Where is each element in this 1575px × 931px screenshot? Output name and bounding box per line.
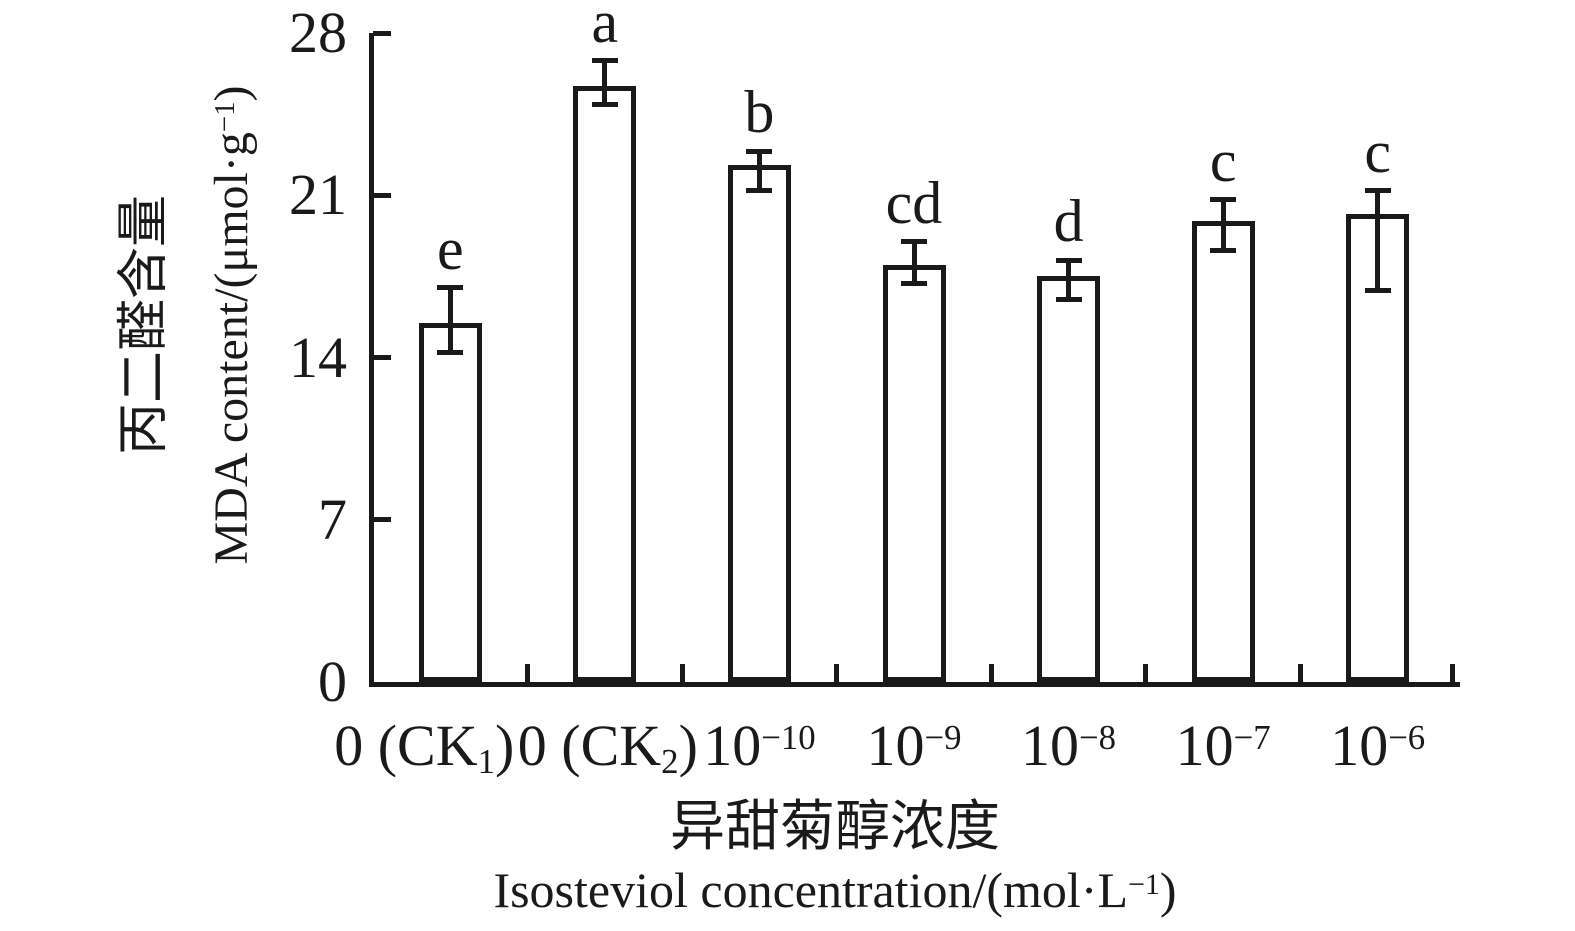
- x-axis-title: 异甜菊醇浓度 Isosteviol concentration/(mol·L−1…: [335, 796, 1335, 922]
- bar: [573, 86, 637, 682]
- error-bar: [911, 241, 917, 284]
- y-tick: [373, 355, 391, 360]
- x-category-label: 10−9: [866, 713, 962, 778]
- bar: [727, 164, 791, 682]
- error-bar-cap: [1055, 297, 1082, 303]
- error-bar-cap: [437, 285, 464, 291]
- bar: [1191, 220, 1255, 682]
- error-bar-cap: [1210, 248, 1237, 254]
- y-axis-line: [369, 33, 374, 687]
- error-bar: [447, 287, 453, 353]
- x-tick: [1143, 664, 1149, 682]
- error-bar-cap: [1055, 257, 1082, 263]
- error-bar: [1220, 199, 1226, 251]
- x-tick: [679, 664, 685, 682]
- bar: [882, 264, 946, 682]
- y-tick-label: 7: [318, 486, 347, 552]
- x-category-label: 10−7: [1175, 713, 1271, 778]
- error-bar: [756, 151, 762, 191]
- x-category-label: 10−6: [1330, 713, 1426, 778]
- y-tick-label: 21: [289, 162, 347, 228]
- x-category-label: 10−8: [1021, 713, 1117, 778]
- significance-letter: c: [1364, 118, 1392, 185]
- x-tick: [1450, 664, 1455, 682]
- x-category-label: 0 (CK1): [334, 713, 515, 781]
- x-axis-title-en: Isosteviol concentration/(mol·L−1): [493, 862, 1177, 918]
- error-bar-cap: [437, 350, 464, 356]
- significance-letter: b: [744, 79, 775, 146]
- error-bar-cap: [1364, 188, 1391, 194]
- bar: [418, 322, 482, 682]
- bar: [1346, 213, 1410, 682]
- error-bar-cap: [1210, 197, 1237, 203]
- error-bar-cap: [746, 148, 773, 154]
- significance-letter: d: [1053, 188, 1084, 255]
- x-tick: [988, 664, 994, 682]
- error-bar-cap: [591, 58, 618, 64]
- error-bar-cap: [901, 280, 927, 286]
- significance-letter: e: [436, 215, 464, 282]
- significance-letter: a: [591, 0, 619, 55]
- significance-letter: cd: [885, 169, 943, 236]
- y-tick-label: 28: [289, 0, 347, 65]
- x-tick: [525, 664, 531, 682]
- y-tick: [373, 30, 391, 36]
- x-category-label: 10−10: [703, 713, 816, 778]
- error-bar-cap: [901, 239, 927, 245]
- y-tick-label: 14: [289, 324, 347, 390]
- y-tick-label: 0: [318, 649, 347, 714]
- x-category-label: 0 (CK2): [517, 713, 698, 781]
- error-bar-cap: [591, 102, 618, 108]
- error-bar: [1375, 190, 1381, 291]
- y-tick: [373, 192, 391, 198]
- plot-area: e a b cd d c c: [373, 0, 1455, 682]
- x-axis-title-zh: 异甜菊醇浓度: [669, 796, 1000, 857]
- x-axis-line: [369, 682, 1460, 687]
- x-tick: [1297, 664, 1303, 682]
- significance-letter: c: [1209, 127, 1237, 194]
- error-bar: [602, 60, 608, 105]
- bar: [1037, 276, 1101, 682]
- x-tick: [834, 664, 840, 682]
- error-bar: [1066, 260, 1072, 300]
- y-tick: [373, 517, 391, 523]
- error-bar-cap: [746, 188, 773, 194]
- error-bar-cap: [1364, 287, 1391, 293]
